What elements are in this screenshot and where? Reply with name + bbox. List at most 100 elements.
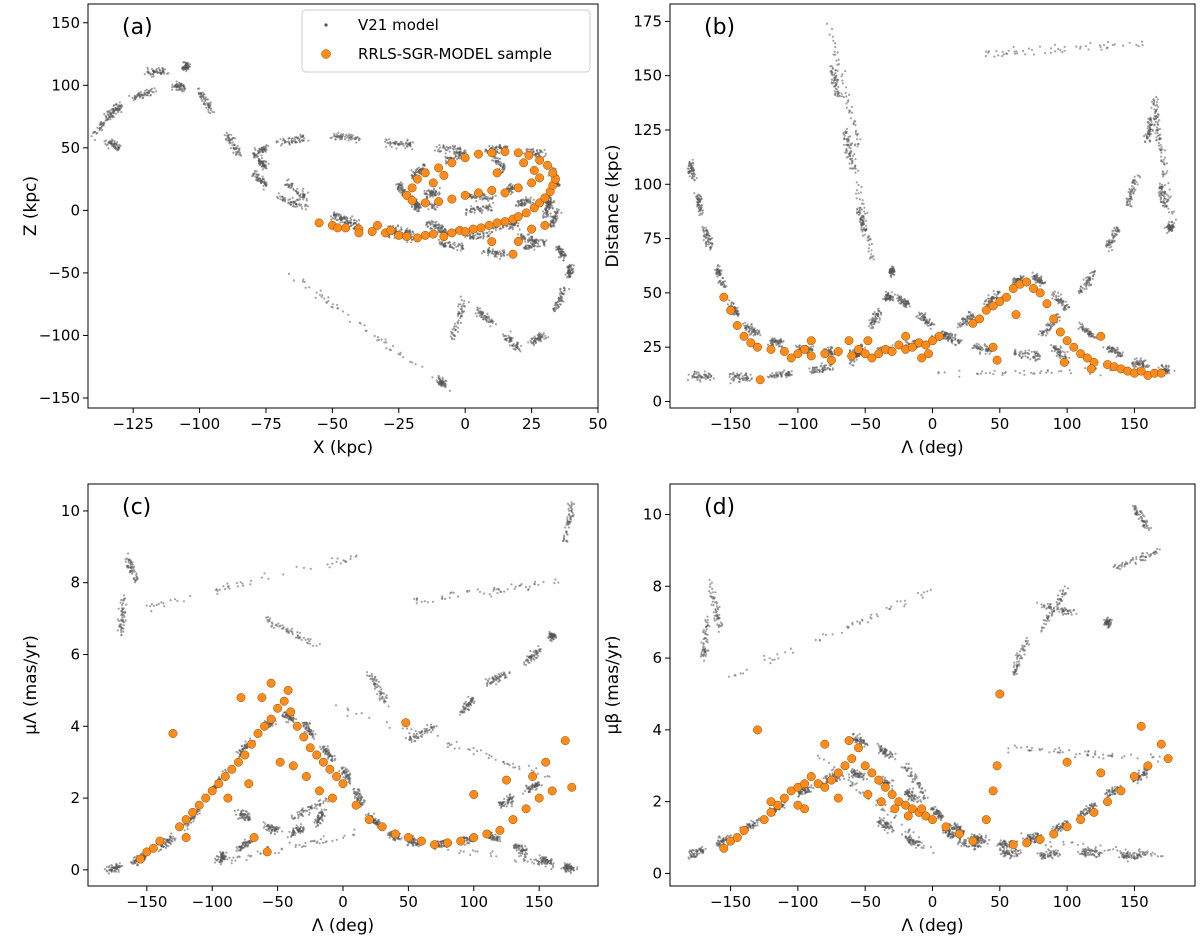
v21-point [158,71,161,74]
v21-point [517,205,520,208]
v21-point [438,191,441,194]
v21-point [745,377,748,380]
v21-point [983,302,986,305]
v21-point [551,201,554,204]
v21-point [549,220,553,223]
v21-point [110,144,113,147]
v21-point [457,305,460,308]
v21-point [572,267,575,271]
v21-point [231,136,234,139]
v21-point [864,346,867,349]
v21-point [343,216,346,219]
v21-point [572,270,575,273]
v21-point [829,350,832,353]
v21-point [487,199,490,202]
v21-point [252,172,255,175]
v21-point [397,225,400,228]
v21-point [261,177,264,181]
sample-point [540,193,550,203]
v21-point [457,319,460,322]
v21-point [543,243,546,246]
v21-point [559,303,563,306]
v21-point [700,209,703,212]
v21-point [959,321,962,324]
x-tick-label: −25 [383,415,415,433]
v21-point [399,351,402,354]
v21-point [502,333,505,336]
v21-point [928,319,931,322]
series-v21-model [686,22,1177,385]
v21-point [429,222,432,225]
v21-point [896,294,899,297]
v21-point [904,340,907,343]
v21-point [1084,367,1087,370]
v21-point [696,205,699,208]
v21-point [756,329,759,332]
v21-point [178,85,181,88]
sample-point [402,232,412,242]
v21-point [305,199,308,202]
v21-point [421,164,424,167]
v21-point [529,238,532,241]
v21-point [410,169,413,172]
sample-point [548,168,558,178]
v21-point [100,120,103,123]
v21-point [558,183,561,186]
v21-point [438,187,441,190]
v21-point [1081,329,1084,332]
v21-point [426,225,429,228]
v21-point [204,103,207,106]
v21-point [537,333,540,336]
v21-point [105,116,108,120]
v21-point [301,190,304,193]
v21-point [808,367,811,370]
v21-point [162,71,166,74]
v21-point [883,295,887,298]
v21-point [891,344,894,347]
v21-point [395,228,398,231]
v21-point [399,191,402,194]
v21-point [718,274,721,277]
v21-point [402,356,405,359]
v21-point [261,161,264,164]
v21-point [392,344,395,348]
panel-b: −150 −100 −50 0 50 100 1500255075100125150175Λ… [603,3,1196,458]
v21-point [829,368,832,371]
v21-point [708,373,711,376]
sample-point [513,212,523,222]
v21-point [688,170,691,173]
sample-point [428,178,438,188]
v21-point [557,296,561,299]
v21-point [709,378,712,382]
v21-point [868,319,871,322]
sample-point [500,188,510,198]
v21-point [345,133,348,136]
v21-point [525,202,528,205]
v21-point [563,254,567,257]
v21-point [905,300,908,303]
v21-point [292,139,295,142]
v21-point [709,246,712,249]
v21-point [809,345,813,348]
v21-point [779,342,782,345]
v21-point [1132,365,1135,368]
v21-point [342,133,345,136]
v21-point [929,323,932,326]
v21-point [509,222,512,226]
v21-point [202,95,205,98]
v21-point [300,205,303,208]
sample-point [476,223,486,233]
v21-point [492,250,495,253]
v21-point [453,327,456,330]
v21-point [1070,372,1073,375]
v21-point [282,137,285,140]
v21-point [113,104,116,107]
v21-point [470,197,473,200]
v21-point [517,233,520,236]
v21-point [749,373,752,376]
v21-point [456,322,460,325]
v21-point [538,154,541,157]
v21-point [532,198,535,201]
v21-point [182,69,185,72]
axes-frame [87,3,599,409]
